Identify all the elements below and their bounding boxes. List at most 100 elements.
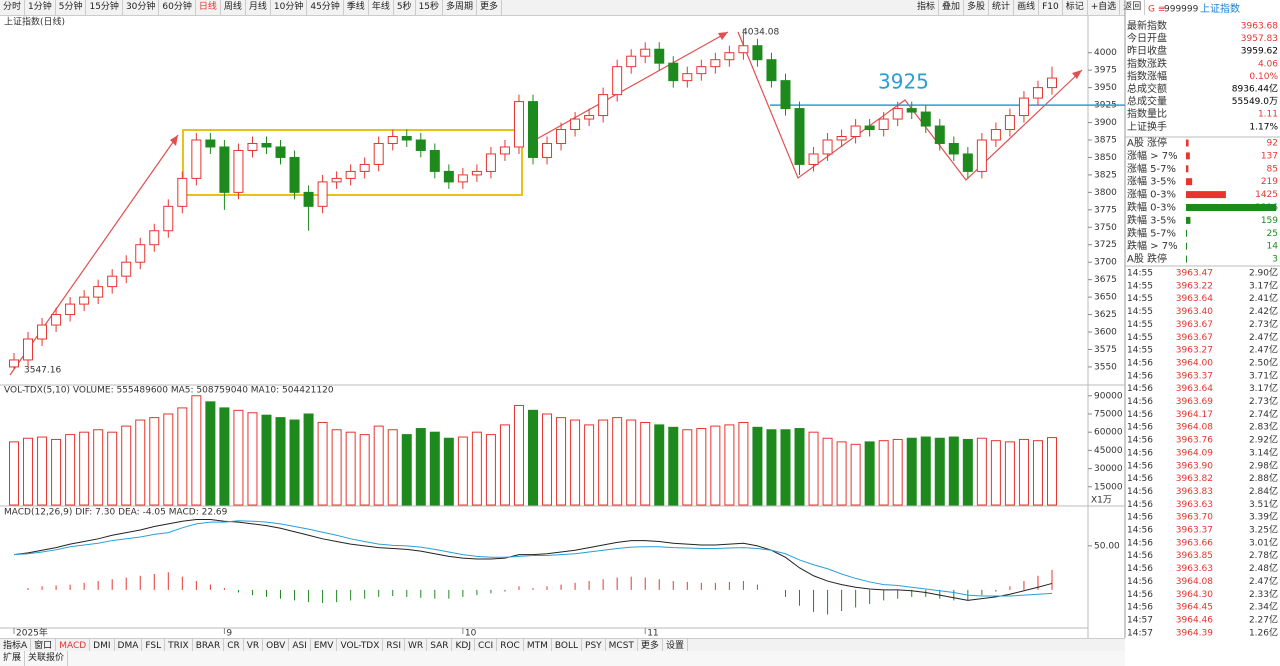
breadth-bar bbox=[1186, 204, 1277, 211]
period-tab[interactable]: 45分钟 bbox=[307, 0, 344, 15]
period-tab[interactable]: 15秒 bbox=[416, 0, 444, 15]
indicator-tab[interactable]: ROC bbox=[497, 639, 524, 654]
indicator-tab[interactable]: MTM bbox=[524, 639, 552, 654]
period-tab[interactable]: 更多 bbox=[477, 0, 503, 15]
candle-body bbox=[738, 45, 749, 54]
candle-body bbox=[233, 149, 244, 193]
candle-body bbox=[205, 139, 216, 148]
candle-body bbox=[191, 139, 202, 179]
indicator-tab[interactable]: CCI bbox=[475, 639, 498, 654]
trade-price: 3963.69 bbox=[1176, 397, 1213, 407]
trade-price: 3963.63 bbox=[1176, 500, 1213, 510]
period-tab[interactable]: 10分钟 bbox=[271, 0, 308, 15]
indicator-tab[interactable]: WR bbox=[405, 639, 428, 654]
volume-bar bbox=[261, 414, 272, 506]
tool-button[interactable]: 标记 bbox=[1063, 0, 1088, 15]
y-tick-label: 3850 bbox=[1094, 153, 1117, 163]
indicator-tab[interactable]: PSY bbox=[582, 639, 606, 654]
stat-value: 3957.83 bbox=[1241, 34, 1278, 44]
indicator-tab[interactable]: 更多 bbox=[638, 639, 663, 654]
trade-amount: 2.34亿 bbox=[1249, 601, 1278, 613]
indicator-tab[interactable]: VR bbox=[244, 639, 264, 654]
trade-time: 14:55 bbox=[1127, 346, 1153, 356]
indicator-tab[interactable]: 指标A bbox=[0, 639, 32, 654]
period-tab[interactable]: 季线 bbox=[344, 0, 369, 15]
tool-button[interactable]: 返回 bbox=[1120, 0, 1146, 15]
indicator-tab[interactable]: DMA bbox=[115, 639, 143, 654]
tool-button[interactable]: 叠加 bbox=[939, 0, 965, 15]
trade-price: 3963.40 bbox=[1176, 307, 1213, 317]
tool-button[interactable]: 多股 bbox=[964, 0, 990, 15]
indicator-tab[interactable]: ASI bbox=[289, 639, 311, 654]
extra-tab[interactable]: 关联报价 bbox=[25, 651, 69, 666]
volume-title: VOL-TDX(5,10) VOLUME: 555489600 MA5: 508… bbox=[4, 386, 334, 396]
breadth-count: 92 bbox=[1267, 139, 1278, 149]
volume-bar bbox=[794, 428, 805, 506]
tool-button[interactable]: F10 bbox=[1039, 0, 1063, 15]
tool-button[interactable]: 画线 bbox=[1014, 0, 1040, 15]
indicator-tabs: 指标A 窗口 MACD DMI DMA FSL TRIX BRAR CR VR OBV ASI EMV V… bbox=[0, 638, 1125, 654]
period-tab[interactable]: 月线 bbox=[246, 0, 271, 15]
indicator-tab[interactable]: MACD bbox=[56, 639, 91, 654]
period-tab[interactable]: 15分钟 bbox=[86, 0, 123, 15]
candle-body bbox=[710, 59, 721, 68]
volume-bar bbox=[121, 425, 132, 506]
volume-bar bbox=[219, 407, 230, 506]
indicator-tab[interactable]: FSL bbox=[142, 639, 166, 654]
candle-body bbox=[696, 66, 707, 75]
breadth-bar bbox=[1186, 229, 1187, 237]
trade-amount: 2.42亿 bbox=[1249, 305, 1278, 317]
trade-price: 3964.30 bbox=[1176, 590, 1213, 600]
volume-bar bbox=[528, 409, 538, 506]
indicator-tab[interactable]: VOL-TDX bbox=[337, 639, 384, 654]
volume-bar bbox=[359, 434, 370, 506]
volume-bar bbox=[696, 428, 707, 506]
indicator-tab[interactable]: SAR bbox=[427, 639, 453, 654]
period-tab[interactable]: 日线 bbox=[196, 0, 221, 15]
indicator-tab[interactable]: OBV bbox=[263, 639, 290, 654]
y-tick-label: 3550 bbox=[1094, 362, 1117, 372]
volume-bar bbox=[934, 437, 945, 506]
tool-button[interactable]: 统计 bbox=[989, 0, 1015, 15]
y-tick-label: 3975 bbox=[1094, 66, 1117, 76]
indicator-tab[interactable]: RSI bbox=[383, 639, 406, 654]
indicator-tab[interactable]: 窗口 bbox=[31, 639, 57, 654]
indicator-tab[interactable]: TRIX bbox=[165, 639, 193, 654]
volume-bar bbox=[37, 436, 48, 506]
period-tab[interactable]: 5秒 bbox=[394, 0, 416, 15]
period-tab[interactable]: 30分钟 bbox=[123, 0, 160, 15]
volume-bar bbox=[626, 419, 637, 506]
extra-tab[interactable]: 扩展 bbox=[0, 651, 26, 666]
volume-bar bbox=[668, 426, 679, 506]
period-tab[interactable]: 年线 bbox=[369, 0, 394, 15]
indicator-tab[interactable]: BOLL bbox=[552, 639, 583, 654]
period-tab[interactable]: 周线 bbox=[221, 0, 246, 15]
volume-bar bbox=[443, 437, 454, 506]
period-tab[interactable]: 多周期 bbox=[443, 0, 478, 15]
period-tab[interactable]: 5分钟 bbox=[56, 0, 87, 15]
indicator-tab[interactable]: KDJ bbox=[452, 639, 475, 654]
indicator-tab[interactable]: BRAR bbox=[193, 639, 225, 654]
candle-body bbox=[457, 174, 468, 183]
indicator-tab[interactable]: MCST bbox=[606, 639, 638, 654]
level-label: 3925 bbox=[878, 70, 929, 94]
high-label: 4034.08 bbox=[742, 28, 779, 38]
stat-label: 最新指数 bbox=[1127, 19, 1167, 32]
period-bar: 分时 1分钟 5分钟 15分钟 30分钟 60分钟 日线 周线 月线 10分钟 45分钟 季线 年线 5秒… bbox=[0, 0, 1125, 16]
trade-amount: 2.98亿 bbox=[1249, 459, 1278, 471]
tool-button[interactable]: 指标 bbox=[914, 0, 940, 15]
indicator-tab[interactable]: EMV bbox=[311, 639, 338, 654]
tool-button[interactable]: +自选 bbox=[1088, 0, 1121, 15]
candle-body bbox=[878, 118, 889, 131]
y-tick-label: 30000 bbox=[1094, 464, 1123, 474]
candle-body bbox=[892, 108, 903, 120]
trade-time: 14:55 bbox=[1127, 294, 1153, 304]
period-tab[interactable]: 1分钟 bbox=[25, 0, 56, 15]
y-tick-label: 3575 bbox=[1094, 345, 1117, 355]
indicator-tab[interactable]: 设置 bbox=[663, 639, 688, 654]
indicator-tab[interactable]: CR bbox=[224, 639, 244, 654]
period-tab[interactable]: 分时 bbox=[0, 0, 26, 15]
period-tab[interactable]: 60分钟 bbox=[159, 0, 196, 15]
trade-amount: 2.78亿 bbox=[1249, 549, 1278, 561]
indicator-tab[interactable]: DMI bbox=[90, 639, 115, 654]
